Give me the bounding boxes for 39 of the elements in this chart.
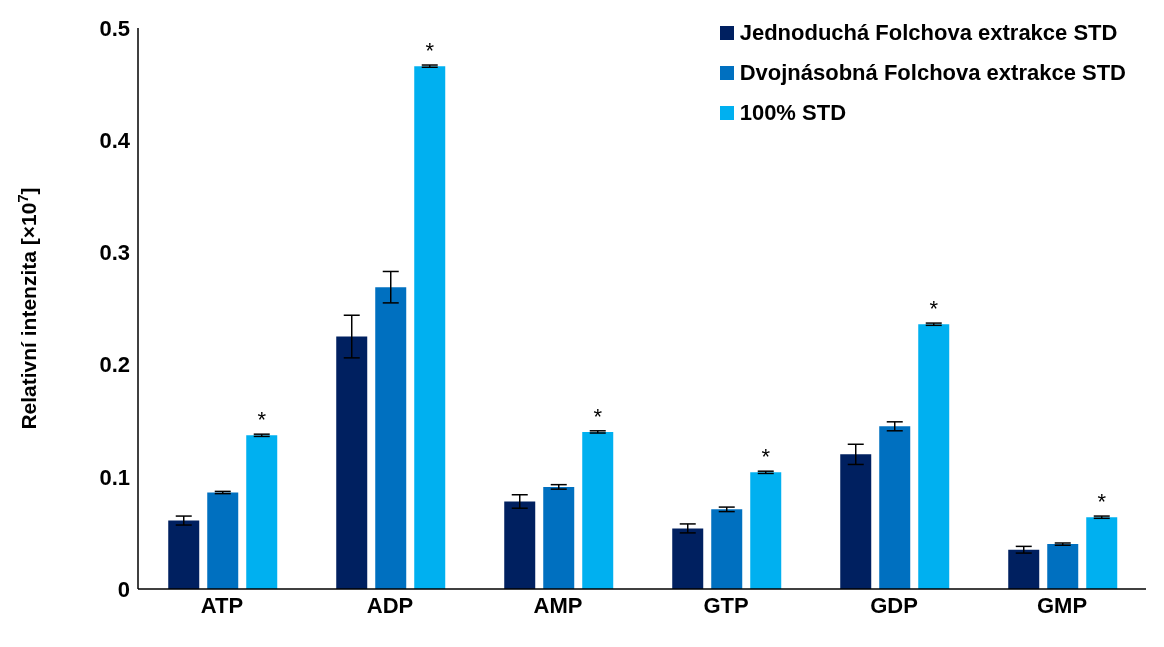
annotation: *	[929, 296, 939, 322]
bar	[543, 486, 575, 589]
bar	[246, 435, 278, 589]
y-tick-label: 0.4	[99, 128, 131, 154]
bar	[750, 472, 782, 589]
annotation: *	[257, 407, 267, 433]
annotation: *	[425, 38, 435, 64]
x-tick-label: GTP	[703, 592, 749, 618]
bar	[711, 509, 743, 589]
bar	[1047, 544, 1079, 589]
bar	[168, 520, 200, 589]
y-tick-label: 0.5	[99, 15, 130, 41]
bar	[1008, 549, 1040, 589]
y-tick-label: 0.3	[99, 240, 130, 266]
y-tick-label: 0	[117, 576, 130, 602]
x-tick-label: AMP	[533, 592, 583, 618]
bar	[375, 287, 407, 589]
bar	[840, 454, 872, 589]
annotation: *	[761, 444, 771, 470]
annotation: *	[1097, 489, 1107, 515]
bar	[1086, 517, 1118, 589]
bar	[672, 528, 704, 589]
legend-label: Jednoduchá Folchova extrakce STD	[739, 20, 1118, 46]
bar	[207, 492, 239, 589]
x-tick-label: ADP	[366, 592, 414, 618]
legend-label: 100% STD	[739, 100, 847, 126]
legend-label: Dvojnásobná Folchova extrakce STD	[739, 60, 1126, 86]
bar	[504, 501, 536, 589]
x-tick-label: GDP	[870, 592, 918, 618]
bar	[918, 324, 950, 589]
bar	[336, 336, 368, 589]
x-tick-label: ATP	[200, 592, 244, 618]
y-tick-label: 0.2	[99, 352, 130, 378]
bar	[582, 431, 614, 589]
x-tick-label: GMP	[1036, 592, 1088, 618]
bar	[414, 66, 446, 589]
annotation: *	[593, 403, 603, 429]
y-tick-label: 0.1	[99, 464, 130, 490]
bar	[879, 426, 911, 589]
